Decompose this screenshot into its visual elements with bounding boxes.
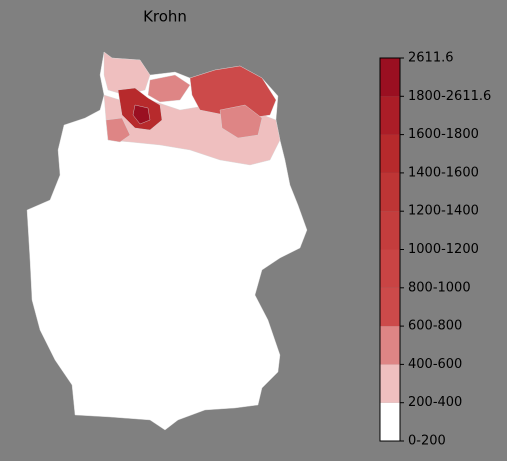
region-center [132,104,151,125]
colorbar-segment [380,402,400,441]
colorbar-segment [380,96,400,135]
region-mecklenburg [189,65,277,119]
colorbar-segment [380,326,400,365]
region-schleswig [103,51,151,96]
region-west [105,117,131,143]
colorbar-label: 1200-1400 [408,204,479,219]
colorbar-label: 1600-1800 [408,127,479,142]
colorbar-segment [380,134,400,173]
colorbar-segment [380,287,400,327]
map-title: Krohn [143,8,187,26]
colorbar-label: 0-200 [408,434,446,449]
colorbar-segment [380,172,400,212]
colorbar-segment [380,364,400,403]
colorbar-segment [380,211,400,250]
colorbar-label: 1400-1600 [408,165,479,180]
colorbar-frame [379,57,401,442]
colorbar-label: 200-400 [408,395,462,410]
colorbar-label: 400-600 [408,357,462,372]
germany-map [26,51,308,431]
colorbar-label: 1800-2611.6 [408,89,491,104]
region-holstein [147,74,191,103]
colorbar-segment [380,249,400,288]
region-mecklenburg-south [219,104,263,139]
colorbar-segment [380,58,400,97]
colorbar-label: 800-1000 [408,280,471,295]
colorbar-label: 1000-1200 [408,242,479,257]
colorbar-label: 600-800 [408,319,462,334]
colorbar-label: 2611.6 [408,51,454,66]
